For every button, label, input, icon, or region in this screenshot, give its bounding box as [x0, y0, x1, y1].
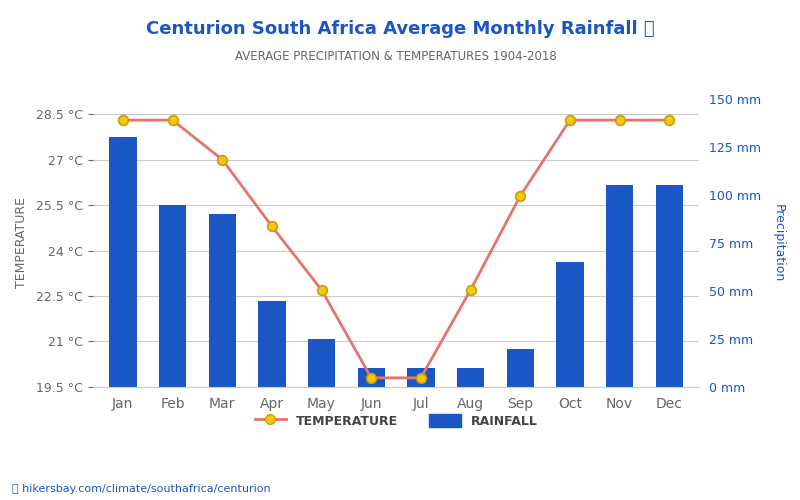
Text: 📍 hikersbay.com/climate/southafrica/centurion: 📍 hikersbay.com/climate/southafrica/cent… — [12, 484, 270, 494]
Bar — [407, 368, 434, 387]
Legend: TEMPERATURE, RAINFALL: TEMPERATURE, RAINFALL — [250, 409, 542, 432]
Y-axis label: TEMPERATURE: TEMPERATURE — [15, 198, 28, 288]
Bar — [457, 368, 484, 387]
Y-axis label: Precipitation: Precipitation — [772, 204, 785, 282]
Text: Centurion South Africa Average Monthly Rainfall 🌧: Centurion South Africa Average Monthly R… — [146, 20, 654, 38]
Bar — [209, 214, 236, 387]
Bar — [109, 138, 137, 387]
Bar — [159, 204, 186, 387]
Bar — [606, 186, 634, 387]
Bar — [655, 186, 683, 387]
Bar — [258, 300, 286, 387]
Bar — [308, 339, 335, 387]
Bar — [506, 348, 534, 387]
Bar — [358, 368, 385, 387]
Bar — [556, 262, 583, 387]
Title: AVERAGE PRECIPITATION & TEMPERATURES 1904-2018: AVERAGE PRECIPITATION & TEMPERATURES 190… — [235, 50, 557, 63]
